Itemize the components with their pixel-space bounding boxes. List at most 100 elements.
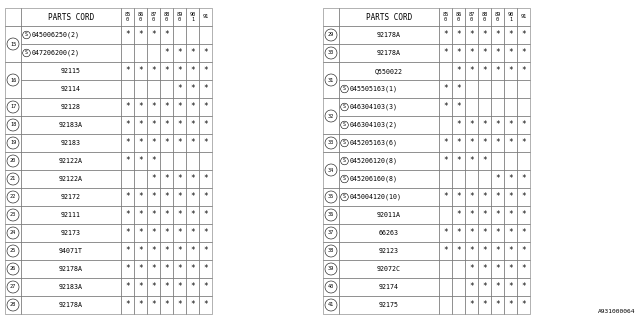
Text: *: *: [456, 84, 461, 93]
Text: *: *: [495, 174, 500, 183]
Bar: [504, 134, 517, 152]
Bar: [504, 278, 517, 296]
Bar: [5, 224, 21, 242]
Bar: [439, 116, 452, 134]
Bar: [199, 242, 212, 260]
Bar: [452, 134, 465, 152]
Bar: [134, 26, 147, 44]
Bar: [134, 188, 147, 206]
Text: 87
0: 87 0: [150, 12, 157, 22]
Text: *: *: [508, 49, 513, 58]
Text: 92172: 92172: [61, 194, 81, 200]
Bar: [491, 296, 504, 314]
Text: 92122A: 92122A: [59, 176, 83, 182]
Bar: [121, 26, 134, 44]
Bar: [134, 170, 147, 188]
Bar: [199, 278, 212, 296]
Bar: [323, 26, 339, 44]
Bar: [134, 224, 147, 242]
Bar: [439, 98, 452, 116]
Text: *: *: [190, 193, 195, 202]
Bar: [5, 260, 21, 278]
Text: *: *: [443, 193, 448, 202]
Text: *: *: [164, 49, 169, 58]
Text: *: *: [443, 139, 448, 148]
Text: *: *: [456, 121, 461, 130]
Bar: [339, 224, 439, 242]
Bar: [452, 152, 465, 170]
Bar: [199, 44, 212, 62]
Bar: [478, 98, 491, 116]
Bar: [517, 260, 530, 278]
Bar: [121, 224, 134, 242]
Text: *: *: [482, 156, 487, 165]
Bar: [21, 98, 121, 116]
Text: S: S: [343, 177, 346, 181]
Bar: [147, 296, 160, 314]
Text: 20: 20: [10, 158, 16, 164]
Bar: [134, 134, 147, 152]
Bar: [21, 152, 121, 170]
Text: 046304103(2): 046304103(2): [350, 122, 398, 128]
Bar: [173, 170, 186, 188]
Text: *: *: [203, 283, 208, 292]
Bar: [121, 80, 134, 98]
Text: *: *: [164, 283, 169, 292]
Bar: [186, 188, 199, 206]
Bar: [491, 242, 504, 260]
Bar: [134, 80, 147, 98]
Bar: [465, 62, 478, 80]
Bar: [199, 152, 212, 170]
Bar: [5, 62, 21, 98]
Bar: [504, 26, 517, 44]
Text: 66263: 66263: [379, 230, 399, 236]
Bar: [147, 8, 160, 26]
Bar: [491, 26, 504, 44]
Text: *: *: [456, 246, 461, 255]
Text: *: *: [164, 30, 169, 39]
Bar: [439, 152, 452, 170]
Text: 045004120(10): 045004120(10): [350, 194, 402, 200]
Bar: [339, 98, 439, 116]
Text: *: *: [164, 139, 169, 148]
Text: *: *: [125, 283, 130, 292]
Bar: [134, 62, 147, 80]
Bar: [504, 8, 517, 26]
Text: 17: 17: [10, 105, 16, 109]
Text: *: *: [508, 228, 513, 237]
Text: 26: 26: [10, 267, 16, 271]
Text: *: *: [482, 67, 487, 76]
Bar: [147, 26, 160, 44]
Bar: [323, 242, 339, 260]
Text: *: *: [125, 102, 130, 111]
Text: *: *: [203, 49, 208, 58]
Text: *: *: [482, 265, 487, 274]
Text: *: *: [177, 102, 182, 111]
Text: *: *: [151, 67, 156, 76]
Text: *: *: [177, 139, 182, 148]
Text: *: *: [508, 265, 513, 274]
Bar: [323, 152, 339, 188]
Text: 047206200(2): 047206200(2): [32, 50, 80, 56]
Text: *: *: [521, 283, 526, 292]
Bar: [160, 206, 173, 224]
Bar: [173, 116, 186, 134]
Text: *: *: [508, 246, 513, 255]
Text: *: *: [203, 139, 208, 148]
Bar: [199, 8, 212, 26]
Bar: [491, 62, 504, 80]
Bar: [173, 8, 186, 26]
Text: *: *: [190, 174, 195, 183]
Bar: [465, 152, 478, 170]
Text: *: *: [456, 228, 461, 237]
Text: *: *: [151, 121, 156, 130]
Bar: [465, 8, 478, 26]
Bar: [478, 224, 491, 242]
Bar: [160, 224, 173, 242]
Text: *: *: [125, 67, 130, 76]
Text: *: *: [521, 228, 526, 237]
Bar: [491, 116, 504, 134]
Bar: [323, 8, 339, 26]
Text: *: *: [164, 67, 169, 76]
Text: 85
0: 85 0: [442, 12, 449, 22]
